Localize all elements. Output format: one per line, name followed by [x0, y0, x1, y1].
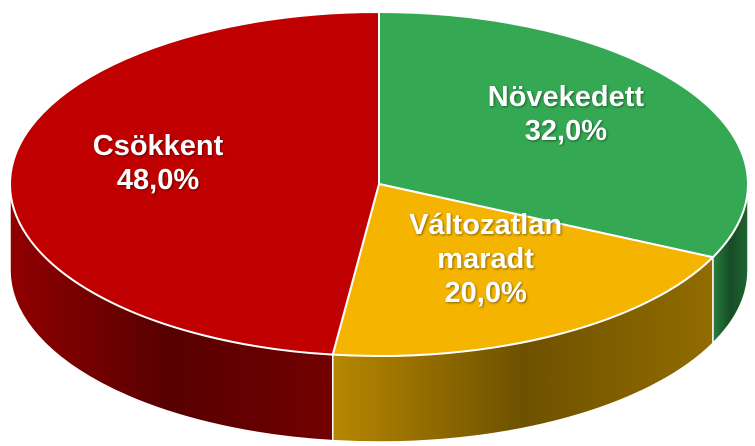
slice — [9, 10, 380, 356]
category-label: Növekedett — [487, 80, 645, 113]
slice — [331, 182, 715, 357]
value-label: 48,0% — [116, 163, 200, 196]
slice-label: Csökkent 48,0% — [28, 129, 288, 197]
value-label: 32,0% — [524, 114, 608, 147]
slice — [378, 10, 749, 259]
slice-label: Változatlan maradt 20,0% — [386, 208, 586, 310]
category-label: Változatlan maradt — [409, 209, 563, 276]
value-label: 20,0% — [444, 277, 527, 310]
category-label: Csökkent — [92, 129, 224, 162]
slice-label: Növekedett 32,0% — [436, 80, 696, 148]
